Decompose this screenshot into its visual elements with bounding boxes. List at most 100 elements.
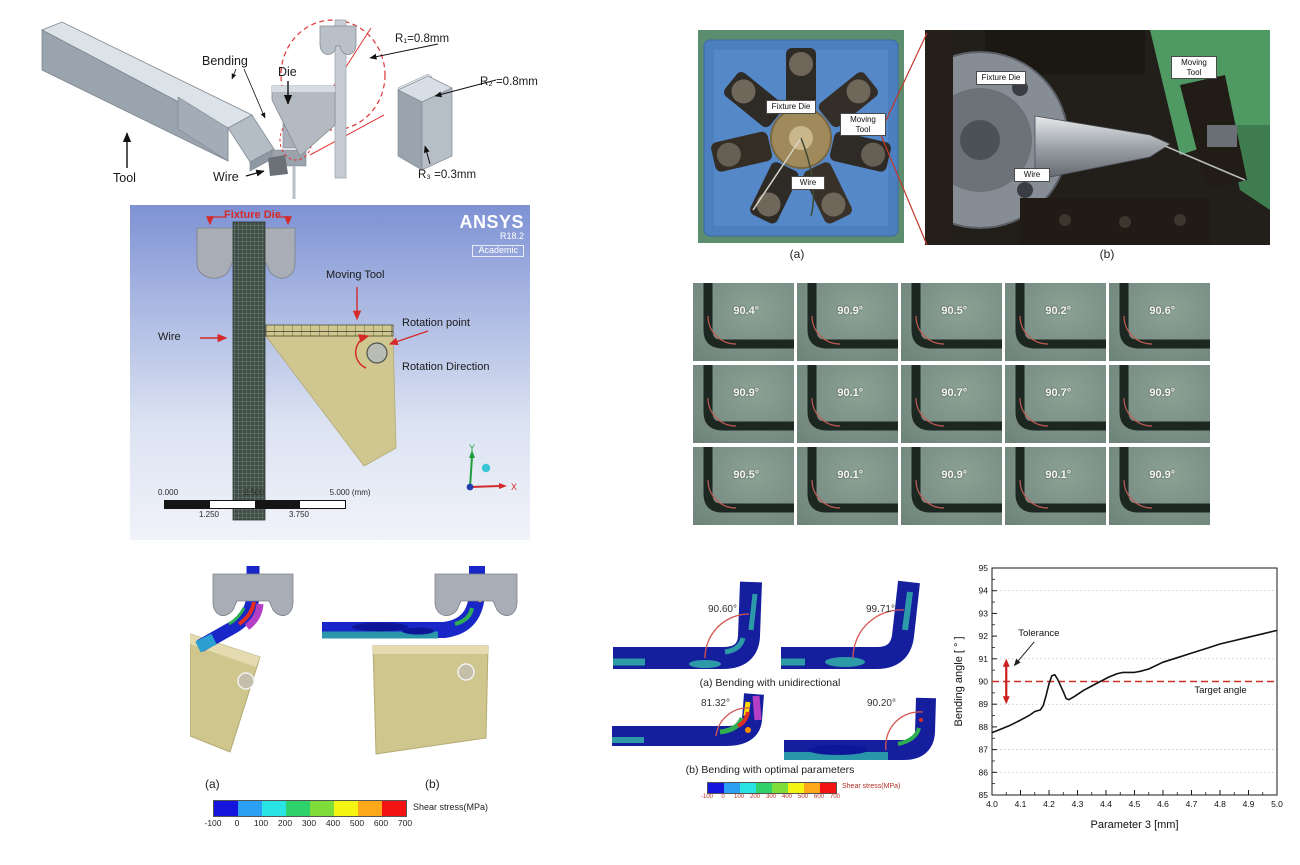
angle-arc [811,397,841,427]
photo-b-fixture-die-label: Fixture Die [976,71,1026,85]
die-label: Die [278,65,297,79]
svg-text:93: 93 [979,608,989,618]
angle-arc [1019,479,1049,509]
triad-iso-ball [481,463,491,473]
angle-arc [1123,479,1153,509]
svg-text:90: 90 [979,677,989,687]
bend-angle-value: 90.7° [941,386,968,399]
ansys-logo: ANSYS R18.2 Academic [459,212,524,257]
bend-angle-photo-grid: 90.4° 90.9° 90.5° 90.2° 90.6 [693,283,1210,525]
bend-angle-value: 90.2° [1045,304,1072,317]
bend-angle-value: 90.9° [733,386,760,399]
wire-bent-tip [268,155,288,176]
bent-wire [1015,365,1106,431]
shear-stress-colorbar [213,800,407,817]
target-angle-label: Target angle [1194,685,1246,696]
photo-a-fixture-die-label: Fixture Die [766,100,816,114]
angle-arc [1123,397,1153,427]
ansys-simulation-panel: Y X Fixture Die Moving Tool Wire Rotatio… [130,205,530,540]
fea-mid-caption-a: (a) Bending with unidirectional [699,677,841,689]
tolerance-label: Tolerance [1018,628,1059,639]
angle-arc [885,711,924,751]
zoom-detail-ellipse [280,19,386,131]
bend-angle-value: 90.5° [733,468,760,481]
radius-r2-label: R₂ =0.8mm [480,76,538,88]
bend-photo-cell: 90.9° [1109,365,1210,443]
rotation-point-marker [366,342,388,364]
svg-text:4.5: 4.5 [1129,799,1141,809]
bend-photo-cell: 90.9° [901,447,1002,525]
angle-arc [1019,315,1049,345]
bend-angle-value: 90.1° [837,386,864,399]
angle-arc [915,315,945,345]
axis-y-label: Y [469,443,475,453]
bent-wire [1119,365,1210,431]
angle-arc [707,397,737,427]
bending-angle-curve [991,629,1278,734]
bent-wire [703,447,794,513]
angle-arc [1123,315,1153,345]
bend-angle-value: 90.9° [1149,468,1176,481]
bent-wire [1015,283,1106,349]
angle-arc [915,397,945,427]
angle-value: 99.71° [866,604,895,615]
photo-zoom-connectors [879,32,928,246]
angle-value: 81.32° [701,698,730,709]
fixture-die-shape [212,573,294,616]
angle-arc [1019,397,1049,427]
angle-value: 90.60° [708,604,737,615]
bend-photo-cell: 90.1° [1005,447,1106,525]
svg-text:85: 85 [979,790,989,800]
cad-tool-diagram: Bending Die Tool Wire R₁=0.8mm R₂ =0.8mm… [41,19,538,199]
fea-mid-caption-b: (b) Bending with optimal parameters [685,764,855,776]
bent-wire [911,447,1002,513]
bend-photo-cell: 90.4° [693,283,794,361]
svg-text:5.0: 5.0 [1271,799,1283,809]
angle-arc [715,707,751,737]
bent-wire [1119,283,1210,349]
fixture-die-shape [434,573,518,616]
bend-angle-value: 90.5° [941,304,968,317]
svg-text:87: 87 [979,745,989,755]
svg-text:4.6: 4.6 [1157,799,1169,809]
svg-text:89: 89 [979,699,989,709]
svg-text:4.9: 4.9 [1243,799,1255,809]
ansys-model-drawing: Y X [196,216,517,521]
angle-value: 90.20° [867,698,896,709]
photo-a-wire-label: Wire [791,176,825,190]
svg-text:4.1: 4.1 [1015,799,1027,809]
rotation-point-marker [237,672,255,690]
bending-label: Bending [202,54,248,68]
bend-photo-cell: 90.9° [797,283,898,361]
machine-photo-b [925,30,1270,245]
ansys-moving-tool-label: Moving Tool [326,269,385,281]
radius-r3-label: R₃ =0.3mm [418,169,476,181]
bend-photo-cell: 90.6° [1109,283,1210,361]
bend-photo-cell: 90.7° [1005,365,1106,443]
angle-arc [704,613,750,659]
triad-origin [466,483,474,491]
photo-a-moving-tool-label: Moving Tool [840,113,886,137]
colorbar-small-title: Shear stress(MPa) [842,783,901,790]
bent-wire [703,283,794,349]
angle-arc [852,609,905,659]
svg-text:4.7: 4.7 [1186,799,1198,809]
ansys-rotation-direction-label: Rotation Direction [402,361,490,373]
fea-a-caption: (a) [205,777,220,791]
y-axis-title: Bending angle [ ° ] [953,636,965,726]
colorbar-title: Shear stress(MPa) [413,802,489,812]
detail-tool-wedge [271,85,336,157]
colorbar-tick-labels: -100 0 100 200 300 400 500 600 700 [204,818,413,828]
bend-photo-cell: 90.5° [901,283,1002,361]
bend-angle-value: 90.6° [1149,304,1176,317]
angle-arc [707,315,737,345]
scale-bar: 0.000 2.500 5.000 (mm) 1.250 3.750 [158,488,371,519]
fea-bend-b1: 81.32° [612,693,764,746]
ansys-rotation-point-label: Rotation point [402,317,470,329]
angle-arc [811,315,841,345]
angle-arc [915,479,945,509]
svg-text:4.8: 4.8 [1214,799,1226,809]
svg-text:95: 95 [979,563,989,573]
detail-fixture-die [319,25,357,55]
fea-bend-b2: 90.20° [784,697,936,760]
